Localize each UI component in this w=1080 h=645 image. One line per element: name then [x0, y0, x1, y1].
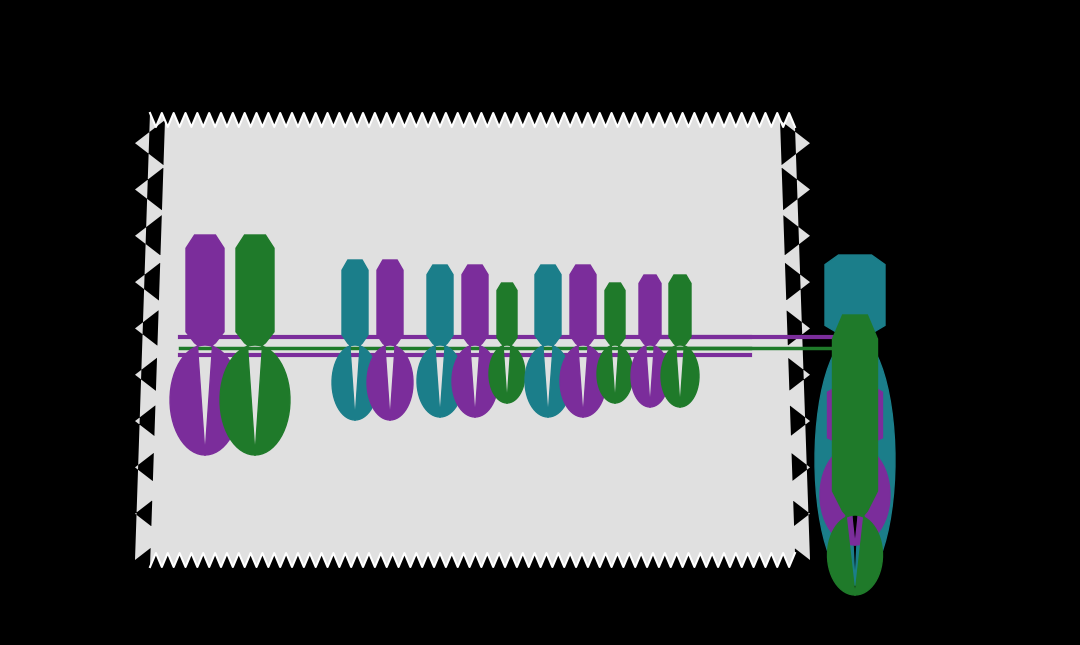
Polygon shape: [820, 385, 890, 545]
Polygon shape: [135, 113, 810, 567]
Polygon shape: [453, 265, 498, 417]
Polygon shape: [631, 275, 669, 407]
Polygon shape: [827, 315, 882, 595]
Polygon shape: [661, 275, 699, 407]
Polygon shape: [417, 265, 463, 417]
Polygon shape: [170, 235, 240, 455]
Polygon shape: [815, 255, 895, 585]
Polygon shape: [220, 235, 289, 455]
Polygon shape: [489, 283, 525, 403]
Polygon shape: [561, 265, 606, 417]
Polygon shape: [597, 283, 633, 403]
Polygon shape: [332, 260, 378, 420]
Polygon shape: [367, 260, 413, 420]
Polygon shape: [525, 265, 571, 417]
